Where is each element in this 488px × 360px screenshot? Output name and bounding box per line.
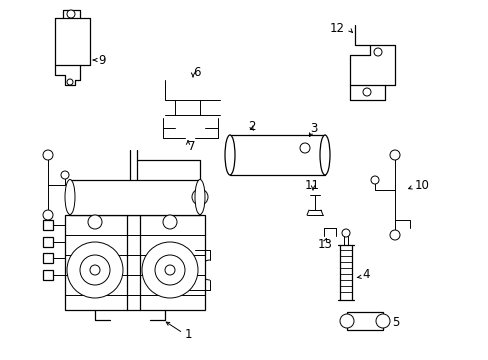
Ellipse shape bbox=[195, 180, 204, 215]
Circle shape bbox=[362, 88, 370, 96]
Bar bbox=[311, 143, 325, 153]
Circle shape bbox=[339, 314, 353, 328]
Ellipse shape bbox=[319, 135, 329, 175]
Text: 8: 8 bbox=[78, 179, 85, 192]
Bar bbox=[43, 237, 53, 247]
Circle shape bbox=[43, 150, 53, 160]
Bar bbox=[346, 312, 382, 330]
Text: 9: 9 bbox=[98, 54, 105, 67]
Circle shape bbox=[61, 171, 69, 179]
Text: 11: 11 bbox=[305, 179, 319, 192]
Circle shape bbox=[43, 210, 53, 220]
Circle shape bbox=[192, 189, 207, 205]
Ellipse shape bbox=[224, 135, 235, 175]
Circle shape bbox=[389, 230, 399, 240]
Circle shape bbox=[155, 255, 184, 285]
Bar bbox=[43, 253, 53, 263]
Circle shape bbox=[88, 215, 102, 229]
Ellipse shape bbox=[65, 180, 75, 215]
Text: 2: 2 bbox=[247, 120, 255, 132]
Bar bbox=[43, 220, 53, 230]
Circle shape bbox=[67, 79, 73, 85]
Text: 3: 3 bbox=[309, 122, 317, 135]
Circle shape bbox=[142, 242, 198, 298]
Bar bbox=[65, 215, 204, 310]
Text: 5: 5 bbox=[391, 315, 399, 328]
Text: 13: 13 bbox=[317, 238, 332, 251]
Bar bbox=[229, 135, 325, 175]
Circle shape bbox=[389, 150, 399, 160]
Circle shape bbox=[164, 265, 175, 275]
Text: 6: 6 bbox=[193, 66, 200, 78]
Bar bbox=[43, 270, 53, 280]
Bar bbox=[70, 180, 200, 215]
Circle shape bbox=[80, 255, 110, 285]
Circle shape bbox=[370, 176, 378, 184]
Circle shape bbox=[375, 314, 389, 328]
Circle shape bbox=[163, 215, 177, 229]
Circle shape bbox=[373, 48, 381, 56]
Circle shape bbox=[67, 10, 75, 18]
Text: 10: 10 bbox=[414, 179, 429, 192]
Text: 12: 12 bbox=[329, 22, 345, 35]
Circle shape bbox=[299, 143, 309, 153]
Text: 1: 1 bbox=[184, 328, 192, 342]
Circle shape bbox=[341, 229, 349, 237]
Circle shape bbox=[67, 242, 123, 298]
Text: 4: 4 bbox=[361, 269, 369, 282]
Circle shape bbox=[90, 265, 100, 275]
Text: 7: 7 bbox=[187, 140, 195, 153]
